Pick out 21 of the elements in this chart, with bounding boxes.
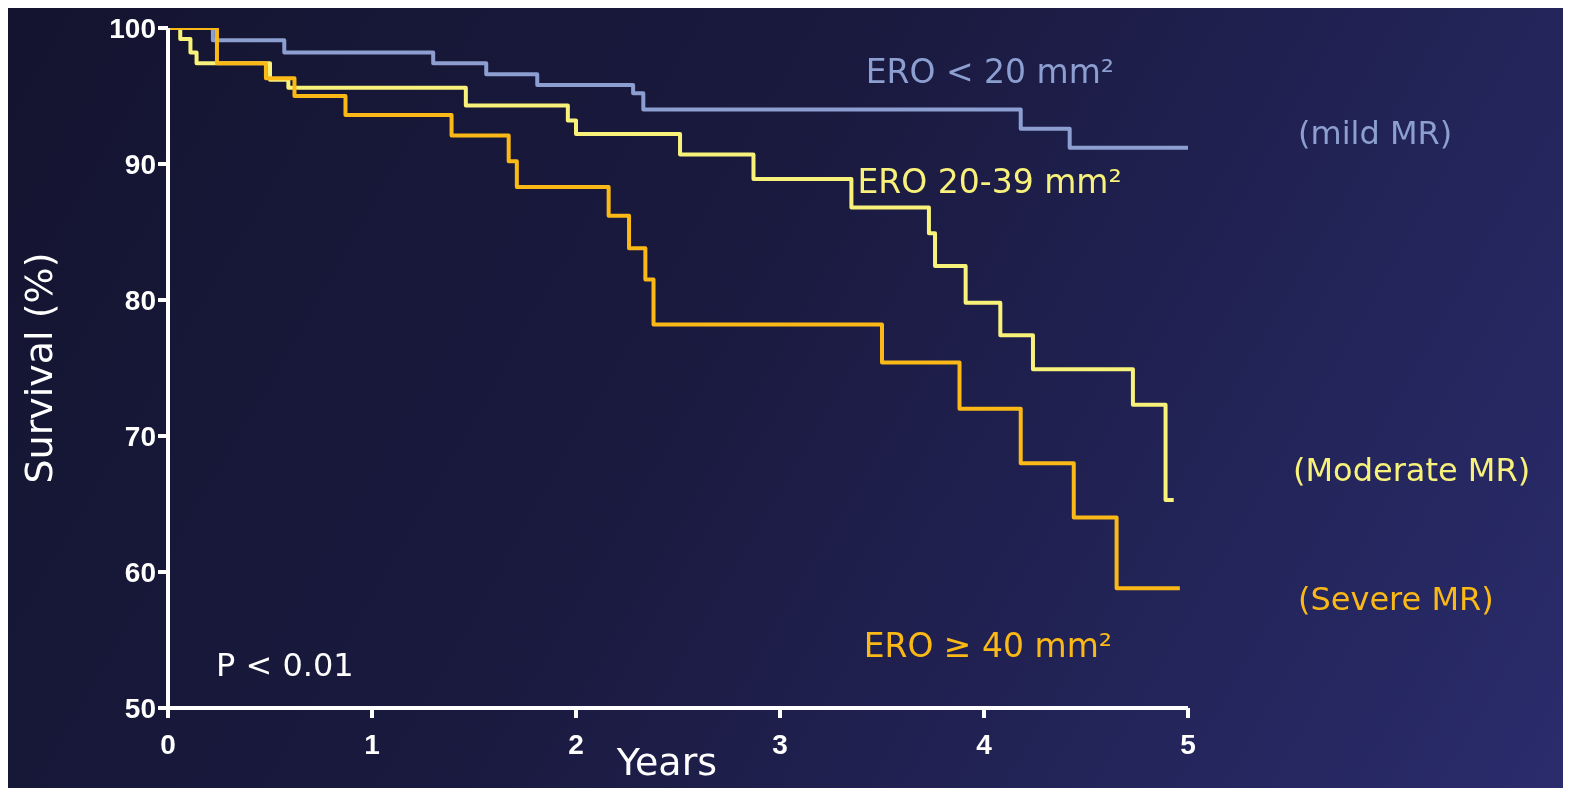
annotation: P < 0.01 xyxy=(216,646,354,684)
text: (mild MR) xyxy=(1298,114,1453,152)
text: (Moderate MR) xyxy=(1293,451,1531,489)
series-label: ERO < 20 mm² xyxy=(865,52,1115,92)
y-tick-label: 50 xyxy=(124,692,156,724)
x-tick-label: 3 xyxy=(772,728,788,760)
x-axis-title: Years xyxy=(616,740,718,784)
x-tick-label: 4 xyxy=(976,728,993,760)
y-tick-label: 80 xyxy=(124,284,156,316)
x-tick-label: 5 xyxy=(1180,728,1196,760)
y-tick-label: 90 xyxy=(124,148,156,180)
y-tick-label: 60 xyxy=(124,556,156,588)
text: (Severe MR) xyxy=(1298,580,1494,618)
x-tick-label: 2 xyxy=(568,728,584,760)
y-tick-label: 70 xyxy=(124,420,156,452)
y-axis-title: Survival (%) xyxy=(17,252,62,484)
x-tick-label: 1 xyxy=(364,728,380,760)
series-label: ERO ≥ 40 mm² xyxy=(863,626,1113,666)
y-tick-label: 100 xyxy=(109,12,156,44)
series-label: ERO 20-39 mm² xyxy=(857,162,1122,202)
x-tick-label: 0 xyxy=(160,728,176,760)
